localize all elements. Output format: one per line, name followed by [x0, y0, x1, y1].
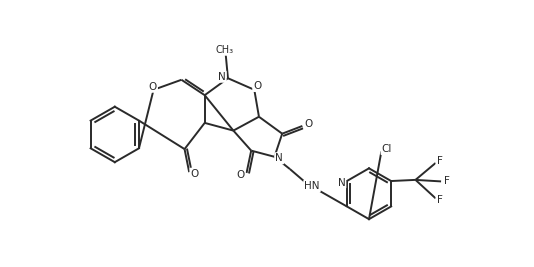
Text: F: F	[444, 176, 450, 186]
Text: F: F	[437, 195, 443, 205]
Text: N: N	[337, 178, 345, 188]
Text: O: O	[253, 81, 262, 91]
Text: HN: HN	[304, 181, 320, 191]
Text: O: O	[191, 169, 199, 179]
Text: F: F	[437, 156, 443, 166]
Text: O: O	[236, 170, 245, 180]
Text: CH₃: CH₃	[215, 45, 233, 55]
Text: N: N	[275, 153, 283, 163]
Text: O: O	[148, 82, 157, 92]
Text: N: N	[218, 72, 226, 82]
Text: O: O	[304, 119, 313, 129]
Text: Cl: Cl	[382, 144, 392, 154]
